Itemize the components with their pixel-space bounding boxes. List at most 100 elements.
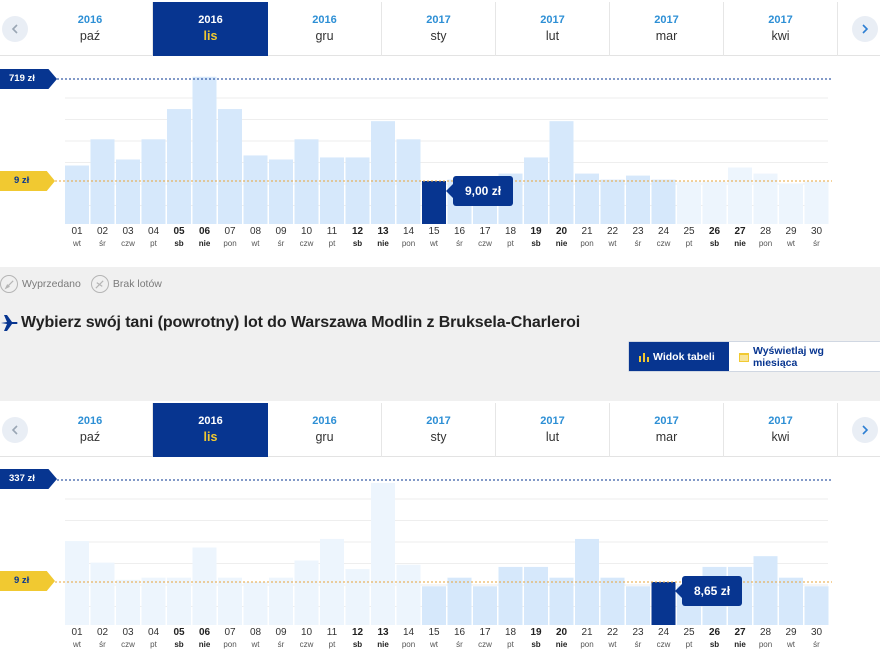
table-view-button[interactable]: Widok tabeli [629, 342, 729, 371]
day-label[interactable]: 14 pon [396, 226, 422, 250]
price-bar[interactable] [167, 109, 191, 224]
price-bar[interactable] [141, 139, 166, 224]
day-label[interactable]: 10 czw [294, 226, 320, 250]
day-label[interactable]: 26 sb [702, 226, 728, 250]
day-label[interactable]: 20 nie [549, 226, 575, 250]
price-bar[interactable] [396, 564, 421, 625]
price-bar[interactable] [65, 165, 89, 224]
price-bar[interactable] [524, 566, 548, 625]
day-label[interactable]: 07 pon [217, 627, 243, 651]
price-bar[interactable] [90, 562, 115, 625]
day-label[interactable]: 24 czw [651, 226, 677, 250]
price-bar[interactable] [728, 167, 752, 224]
day-label[interactable]: 22 wt [600, 627, 626, 651]
day-label[interactable]: 13 nie [370, 627, 396, 651]
price-bar[interactable] [600, 179, 625, 224]
price-bar[interactable] [677, 181, 701, 224]
selected-price-bar[interactable] [651, 582, 676, 625]
month-tab-lut[interactable]: 2017 lut [496, 2, 610, 56]
price-bar[interactable] [192, 76, 217, 224]
day-label[interactable]: 21 pon [574, 627, 600, 651]
price-bar[interactable] [575, 173, 599, 224]
day-label[interactable]: 15 wt [421, 226, 447, 250]
day-label[interactable]: 24 czw [651, 627, 677, 651]
price-bar[interactable] [218, 577, 242, 625]
price-bar[interactable] [218, 109, 242, 224]
day-label[interactable]: 05 sb [166, 226, 192, 250]
day-label[interactable]: 06 nie [192, 226, 218, 250]
day-label[interactable]: 04 pt [141, 226, 167, 250]
day-label[interactable]: 19 sb [523, 627, 549, 651]
day-label[interactable]: 26 sb [702, 627, 728, 651]
day-label[interactable]: 10 czw [294, 627, 320, 651]
month-tab-paź[interactable]: 2016 paź [28, 2, 153, 56]
price-bar[interactable] [549, 121, 574, 224]
price-bar[interactable] [371, 121, 395, 224]
price-bar[interactable] [804, 181, 829, 224]
day-label[interactable]: 09 śr [268, 226, 294, 250]
price-bar[interactable] [626, 586, 650, 625]
price-bar[interactable] [753, 173, 778, 224]
day-label[interactable]: 11 pt [319, 226, 345, 250]
day-label[interactable]: 03 czw [115, 627, 141, 651]
price-bar[interactable] [753, 556, 778, 625]
prev-month-button[interactable] [2, 417, 28, 443]
month-tab-lis[interactable]: 2016 lis [153, 403, 268, 457]
price-bar[interactable] [65, 541, 89, 625]
month-tab-gru[interactable]: 2016 gru [268, 403, 382, 457]
month-tab-kwi[interactable]: 2017 kwi [724, 2, 838, 56]
month-tab-gru[interactable]: 2016 gru [268, 2, 382, 56]
day-label[interactable]: 28 pon [753, 226, 779, 250]
price-bar[interactable] [320, 157, 344, 224]
day-label[interactable]: 01 wt [64, 226, 90, 250]
price-bar[interactable] [90, 139, 115, 224]
day-label[interactable]: 27 nie [727, 627, 753, 651]
day-label[interactable]: 02 śr [90, 226, 116, 250]
day-label[interactable]: 15 wt [421, 627, 447, 651]
day-label[interactable]: 13 nie [370, 226, 396, 250]
month-view-button[interactable]: Wyświetlaj wg miesiąca [729, 342, 880, 371]
day-label[interactable]: 29 wt [778, 627, 804, 651]
price-bar[interactable] [345, 157, 370, 224]
day-label[interactable]: 11 pt [319, 627, 345, 651]
day-label[interactable]: 17 czw [472, 226, 498, 250]
price-bar[interactable] [116, 159, 140, 224]
day-label[interactable]: 03 czw [115, 226, 141, 250]
price-bar[interactable] [243, 155, 268, 224]
price-bar[interactable] [498, 566, 523, 625]
price-bar[interactable] [269, 577, 293, 625]
day-label[interactable]: 17 czw [472, 627, 498, 651]
day-label[interactable]: 09 śr [268, 627, 294, 651]
price-bar[interactable] [651, 179, 676, 224]
next-month-button[interactable] [852, 417, 878, 443]
month-tab-paź[interactable]: 2016 paź [28, 403, 153, 457]
day-label[interactable]: 21 pon [574, 226, 600, 250]
day-label[interactable]: 06 nie [192, 627, 218, 651]
price-bar[interactable] [345, 569, 370, 625]
price-bar[interactable] [269, 159, 293, 224]
day-label[interactable]: 22 wt [600, 226, 626, 250]
day-label[interactable]: 25 pt [676, 627, 702, 651]
price-bar[interactable] [422, 586, 446, 625]
next-month-button[interactable] [852, 16, 878, 42]
price-bar[interactable] [473, 586, 497, 625]
month-tab-mar[interactable]: 2017 mar [610, 2, 724, 56]
month-tab-lut[interactable]: 2017 lut [496, 403, 610, 457]
month-tab-sty[interactable]: 2017 sty [382, 403, 496, 457]
price-bar[interactable] [600, 577, 625, 625]
day-label[interactable]: 18 pt [498, 226, 524, 250]
day-label[interactable]: 29 wt [778, 226, 804, 250]
day-label[interactable]: 07 pon [217, 226, 243, 250]
day-label[interactable]: 28 pon [753, 627, 779, 651]
price-bar[interactable] [294, 139, 319, 224]
day-label[interactable]: 20 nie [549, 627, 575, 651]
price-bar[interactable] [192, 547, 217, 625]
price-bar[interactable] [524, 157, 548, 224]
price-bar[interactable] [804, 586, 829, 625]
day-label[interactable]: 23 śr [625, 226, 651, 250]
price-bar[interactable] [371, 483, 395, 625]
day-label[interactable]: 30 śr [804, 627, 830, 651]
day-label[interactable]: 05 sb [166, 627, 192, 651]
price-bar[interactable] [626, 175, 650, 224]
price-bar[interactable] [294, 560, 319, 625]
